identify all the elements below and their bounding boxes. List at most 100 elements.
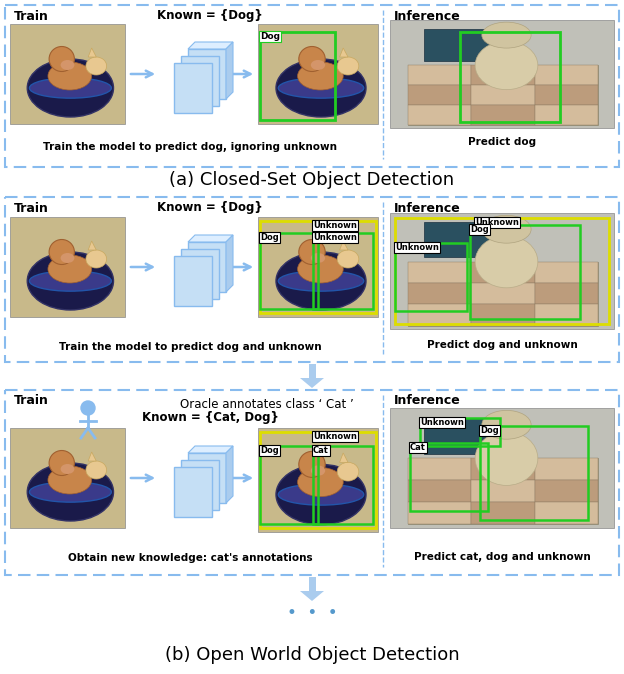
Bar: [395, 218, 609, 324]
Ellipse shape: [475, 41, 538, 90]
Bar: [174, 256, 212, 306]
Ellipse shape: [278, 78, 364, 98]
Bar: [181, 56, 219, 106]
Polygon shape: [88, 241, 96, 250]
Text: Known = {Dog}: Known = {Dog}: [157, 202, 263, 214]
Ellipse shape: [29, 482, 111, 502]
Text: Obtain new knowledge: cat's annotations: Obtain new knowledge: cat's annotations: [67, 553, 313, 563]
Bar: [535, 105, 598, 125]
Text: Inference: Inference: [394, 202, 461, 214]
Bar: [535, 458, 598, 481]
Circle shape: [81, 401, 95, 415]
Bar: [258, 217, 378, 317]
Bar: [410, 443, 488, 511]
Text: Oracle annotates class ‘ Cat ’: Oracle annotates class ‘ Cat ’: [180, 398, 354, 410]
Ellipse shape: [278, 484, 364, 505]
Bar: [181, 249, 219, 299]
Text: Known = {Dog}: Known = {Dog}: [157, 9, 263, 22]
Text: Dog: Dog: [260, 233, 279, 242]
Text: Cat: Cat: [313, 446, 329, 455]
Ellipse shape: [298, 255, 343, 283]
Bar: [260, 221, 376, 313]
Ellipse shape: [311, 466, 325, 476]
Text: Inference: Inference: [394, 394, 461, 408]
Ellipse shape: [61, 60, 74, 70]
Polygon shape: [188, 42, 233, 49]
Polygon shape: [188, 235, 233, 242]
Bar: [390, 408, 614, 528]
Polygon shape: [226, 42, 233, 99]
Bar: [535, 262, 598, 283]
Ellipse shape: [299, 239, 325, 264]
Bar: [408, 65, 471, 85]
Polygon shape: [88, 452, 96, 461]
Bar: [408, 458, 471, 481]
Ellipse shape: [61, 253, 74, 263]
Text: Dog: Dog: [480, 426, 499, 435]
Bar: [424, 28, 513, 61]
Polygon shape: [339, 48, 348, 57]
Ellipse shape: [298, 468, 343, 497]
Bar: [408, 458, 598, 524]
Bar: [471, 458, 535, 481]
Polygon shape: [188, 446, 233, 453]
Polygon shape: [300, 378, 324, 388]
Bar: [424, 418, 513, 454]
Polygon shape: [339, 453, 348, 462]
Ellipse shape: [482, 410, 531, 439]
Bar: [408, 105, 471, 125]
Ellipse shape: [86, 57, 107, 75]
Text: Inference: Inference: [394, 9, 461, 22]
Bar: [424, 222, 513, 257]
Ellipse shape: [475, 431, 538, 485]
Bar: [535, 283, 598, 304]
Bar: [174, 63, 212, 113]
Bar: [260, 32, 335, 120]
Bar: [471, 481, 535, 502]
Polygon shape: [88, 48, 96, 57]
Bar: [471, 283, 535, 304]
Text: Dog: Dog: [260, 446, 279, 455]
Text: (a) Closed-Set Object Detection: (a) Closed-Set Object Detection: [170, 171, 454, 189]
Bar: [420, 418, 500, 446]
Bar: [10, 428, 125, 528]
Ellipse shape: [29, 78, 111, 98]
Bar: [408, 262, 598, 326]
Text: Train: Train: [14, 202, 49, 214]
Ellipse shape: [48, 466, 92, 494]
Ellipse shape: [27, 252, 114, 310]
Text: (b) Open World Object Detection: (b) Open World Object Detection: [165, 646, 459, 664]
Bar: [260, 233, 318, 309]
Bar: [535, 502, 598, 524]
Text: Known = {Cat, Dog}: Known = {Cat, Dog}: [142, 410, 278, 423]
Ellipse shape: [337, 57, 359, 75]
Bar: [408, 481, 471, 502]
Text: Predict dog: Predict dog: [468, 137, 536, 147]
Ellipse shape: [337, 250, 359, 268]
Bar: [471, 65, 535, 85]
Bar: [535, 481, 598, 502]
Bar: [408, 283, 471, 304]
Polygon shape: [300, 591, 324, 601]
Bar: [390, 20, 614, 128]
Bar: [188, 453, 226, 503]
Bar: [188, 242, 226, 292]
Text: •  •  •: • • •: [286, 604, 338, 622]
Text: Dog: Dog: [260, 32, 280, 41]
Polygon shape: [226, 235, 233, 292]
Bar: [471, 502, 535, 524]
Text: Unknown: Unknown: [313, 233, 357, 242]
Ellipse shape: [475, 236, 538, 288]
Text: Train: Train: [14, 394, 49, 408]
Polygon shape: [226, 446, 233, 503]
Ellipse shape: [27, 59, 114, 117]
Text: Unknown: Unknown: [313, 221, 357, 230]
Ellipse shape: [276, 252, 366, 310]
Ellipse shape: [86, 461, 107, 479]
Ellipse shape: [311, 253, 325, 263]
Polygon shape: [339, 241, 348, 250]
Bar: [188, 49, 226, 99]
Ellipse shape: [49, 47, 74, 71]
Bar: [258, 428, 378, 532]
Ellipse shape: [276, 59, 366, 117]
